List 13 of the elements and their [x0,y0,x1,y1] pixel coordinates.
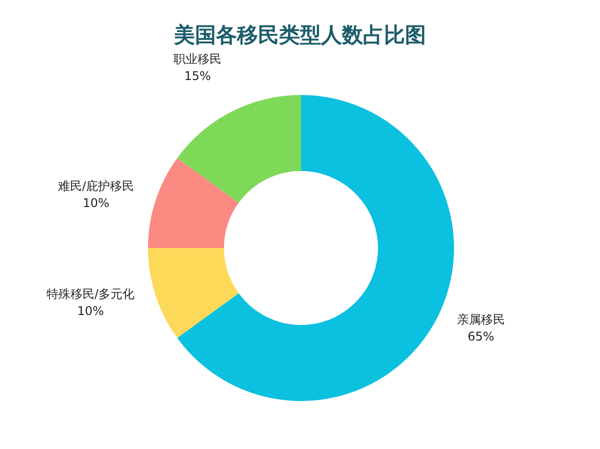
slice-label: 特殊移民/多元化 [46,287,135,302]
slice-label: 难民/庇护移民 [57,178,134,193]
data-label: 10% [82,196,110,210]
slice-label: 亲属移民 [456,312,505,326]
data-label: 65% [468,329,494,344]
data-label: 10% [77,304,104,318]
donut-slice [177,95,301,203]
data-label: 15% [184,69,211,84]
chart-title: 美国各移民类型人数占比图 [173,23,426,47]
donut-slice [177,95,454,401]
donut-slice [148,248,239,338]
donut-slice [148,158,239,248]
slice-label: 职业移民 [174,52,222,66]
